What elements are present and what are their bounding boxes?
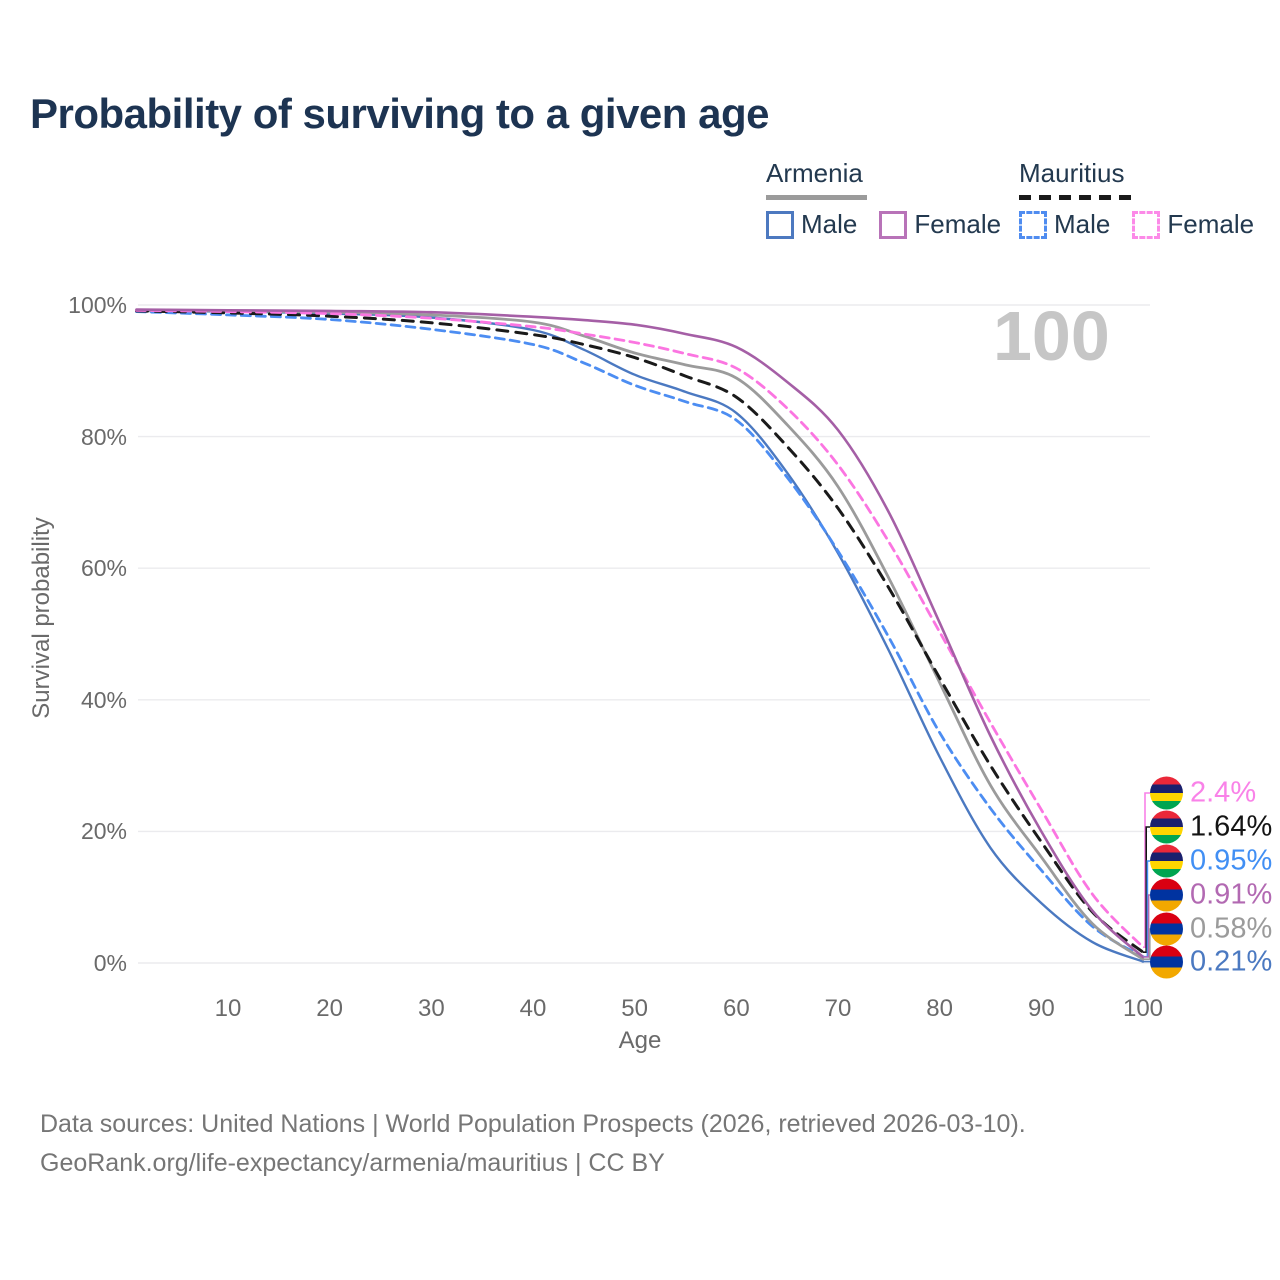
legend-line-sample-dashed (1019, 195, 1133, 200)
series-line-armenia-total[interactable] (135, 308, 1145, 961)
annotation-row-armenia-female: 0.91% (1150, 878, 1273, 912)
footer-source-line: Data sources: United Nations | World Pop… (40, 1110, 1026, 1138)
x-tick-label: 10 (214, 995, 242, 1022)
x-tick-label: 80 (926, 995, 953, 1022)
armenia-flag-icon (1150, 878, 1183, 912)
annotation-value: 1.64% (1190, 810, 1273, 843)
footer-attribution-line: GeoRank.org/life-expectancy/armenia/maur… (40, 1149, 665, 1177)
annotation-value: 2.4% (1190, 776, 1257, 809)
legend-swatch (1019, 210, 1047, 239)
annotation-value: 0.95% (1190, 844, 1273, 877)
x-tick-label: 30 (417, 995, 445, 1022)
connector-line-armenia-total (1143, 928, 1151, 960)
age-100-watermark: 100 (993, 297, 1110, 375)
legend-group-armenia: Armenia Male Female (766, 158, 1001, 240)
legend-item-armenia-female[interactable]: Female (879, 209, 1001, 240)
annotation-value: 0.58% (1190, 912, 1273, 945)
legend-item-armenia-male[interactable]: Male (766, 209, 857, 240)
series-line-armenia-male[interactable] (135, 309, 1145, 963)
x-tick-label: 90 (1027, 995, 1055, 1022)
legend-group-title: Armenia (766, 158, 863, 188)
series-line-mauritius-male[interactable] (135, 310, 1145, 959)
mauritius-flag-icon (1150, 810, 1183, 844)
annotation-row-mauritius-total: 1.64% (1150, 810, 1273, 844)
x-tick-label: 50 (621, 995, 648, 1022)
annotation-value: 0.91% (1190, 878, 1273, 911)
series-line-mauritius-total[interactable] (135, 309, 1145, 954)
y-tick-label: 100% (68, 292, 127, 318)
annotation-row-armenia-male: 0.21% (1150, 945, 1273, 979)
series-line-armenia-female[interactable] (135, 308, 1145, 959)
legend-item-mauritius-male[interactable]: Male (1019, 209, 1110, 240)
y-tick-label: 20% (80, 818, 127, 845)
series-line-mauritius-female[interactable] (135, 308, 1145, 949)
x-tick-label: 60 (722, 995, 750, 1022)
connector-line-mauritius-total (1143, 826, 1150, 953)
legend-swatch (879, 210, 908, 239)
y-tick-label: 0% (93, 950, 127, 976)
x-tick-label: 70 (824, 995, 852, 1022)
legend-swatch (1132, 210, 1161, 239)
mauritius-flag-icon (1150, 776, 1183, 810)
y-tick-label: 60% (80, 555, 127, 582)
legend-swatch (766, 210, 794, 239)
y-tick-label: 40% (80, 686, 127, 713)
annotation-row-mauritius-female: 2.4% (1150, 776, 1257, 810)
armenia-flag-icon (1150, 912, 1183, 946)
mauritius-flag-icon (1150, 844, 1183, 878)
annotation-value: 0.21% (1190, 945, 1273, 978)
legend-item-mauritius-female[interactable]: Female (1132, 209, 1254, 240)
annotation-row-armenia-total: 0.58% (1150, 912, 1273, 946)
legend-group-title: Mauritius (1019, 158, 1125, 188)
legend-item-label: Male (1054, 209, 1111, 239)
legend-item-label: Female (1167, 209, 1255, 239)
legend-group-mauritius: Mauritius Male Female (1019, 158, 1254, 240)
legend-item-label: Male (801, 209, 858, 239)
x-tick-label: 40 (519, 995, 547, 1022)
annotation-row-mauritius-male: 0.95% (1150, 844, 1273, 878)
x-tick-label: 100 (1122, 995, 1164, 1022)
connector-line-armenia-female (1143, 894, 1150, 958)
armenia-flag-icon (1150, 945, 1183, 979)
y-tick-label: 80% (80, 423, 127, 450)
legend-item-label: Female (914, 209, 1002, 239)
x-axis-title: Age (618, 1027, 662, 1054)
connector-line-mauritius-male (1143, 860, 1150, 958)
x-tick-label: 20 (316, 995, 343, 1022)
legend-line-sample-solid (766, 195, 867, 200)
y-axis-title: Survival probability (28, 517, 55, 719)
page-title: Probability of surviving to a given age (30, 90, 769, 137)
connector-line-mauritius-female (1143, 792, 1150, 948)
